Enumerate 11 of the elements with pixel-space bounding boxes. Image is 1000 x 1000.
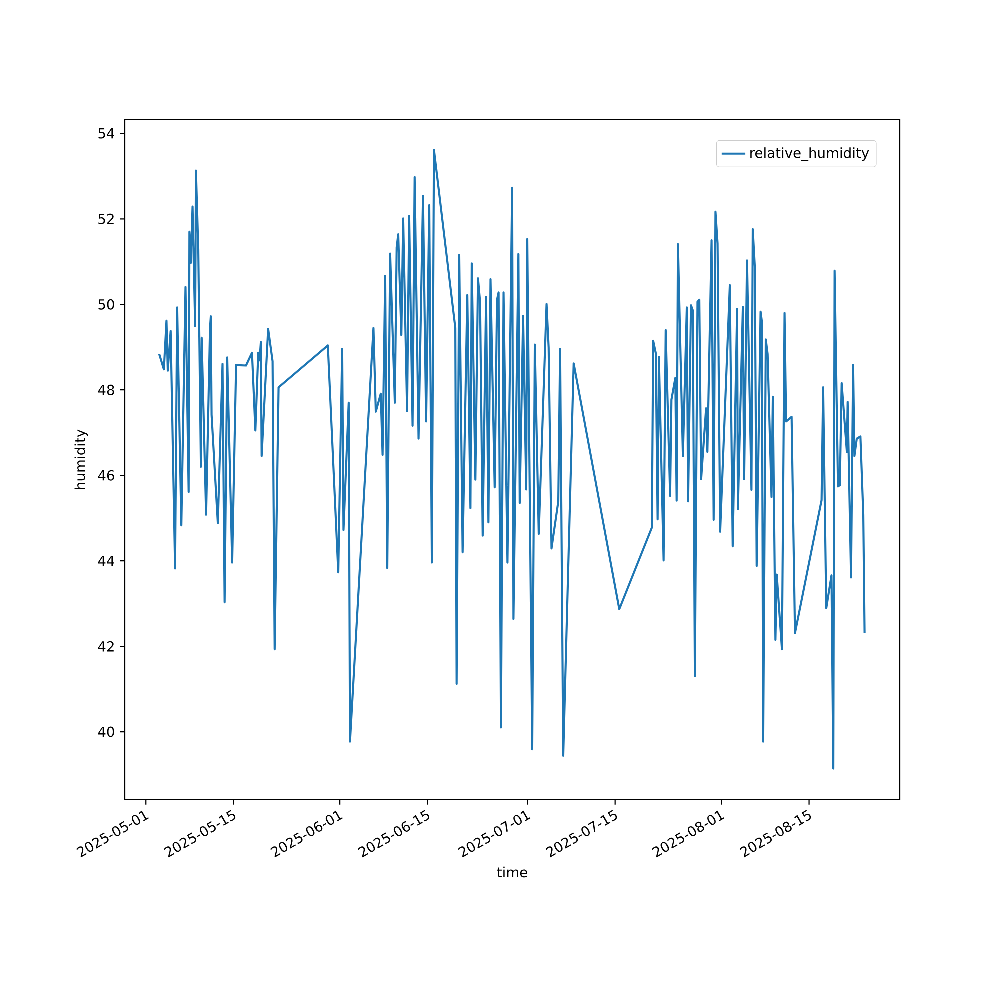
y-tick-label: 54 bbox=[98, 128, 114, 139]
y-tick-label: 46 bbox=[98, 470, 114, 481]
y-tick-label: 52 bbox=[98, 214, 114, 224]
y-tick-label: 48 bbox=[98, 384, 114, 396]
x-axis-title: time bbox=[497, 866, 528, 878]
y-tick-label: 40 bbox=[98, 726, 114, 738]
legend-label: relative_humidity bbox=[750, 148, 870, 162]
y-tick-label: 44 bbox=[98, 556, 114, 566]
y-tick-label: 42 bbox=[98, 641, 114, 652]
y-axis-title: humidity bbox=[74, 430, 88, 490]
y-tick-label: 50 bbox=[98, 299, 114, 310]
